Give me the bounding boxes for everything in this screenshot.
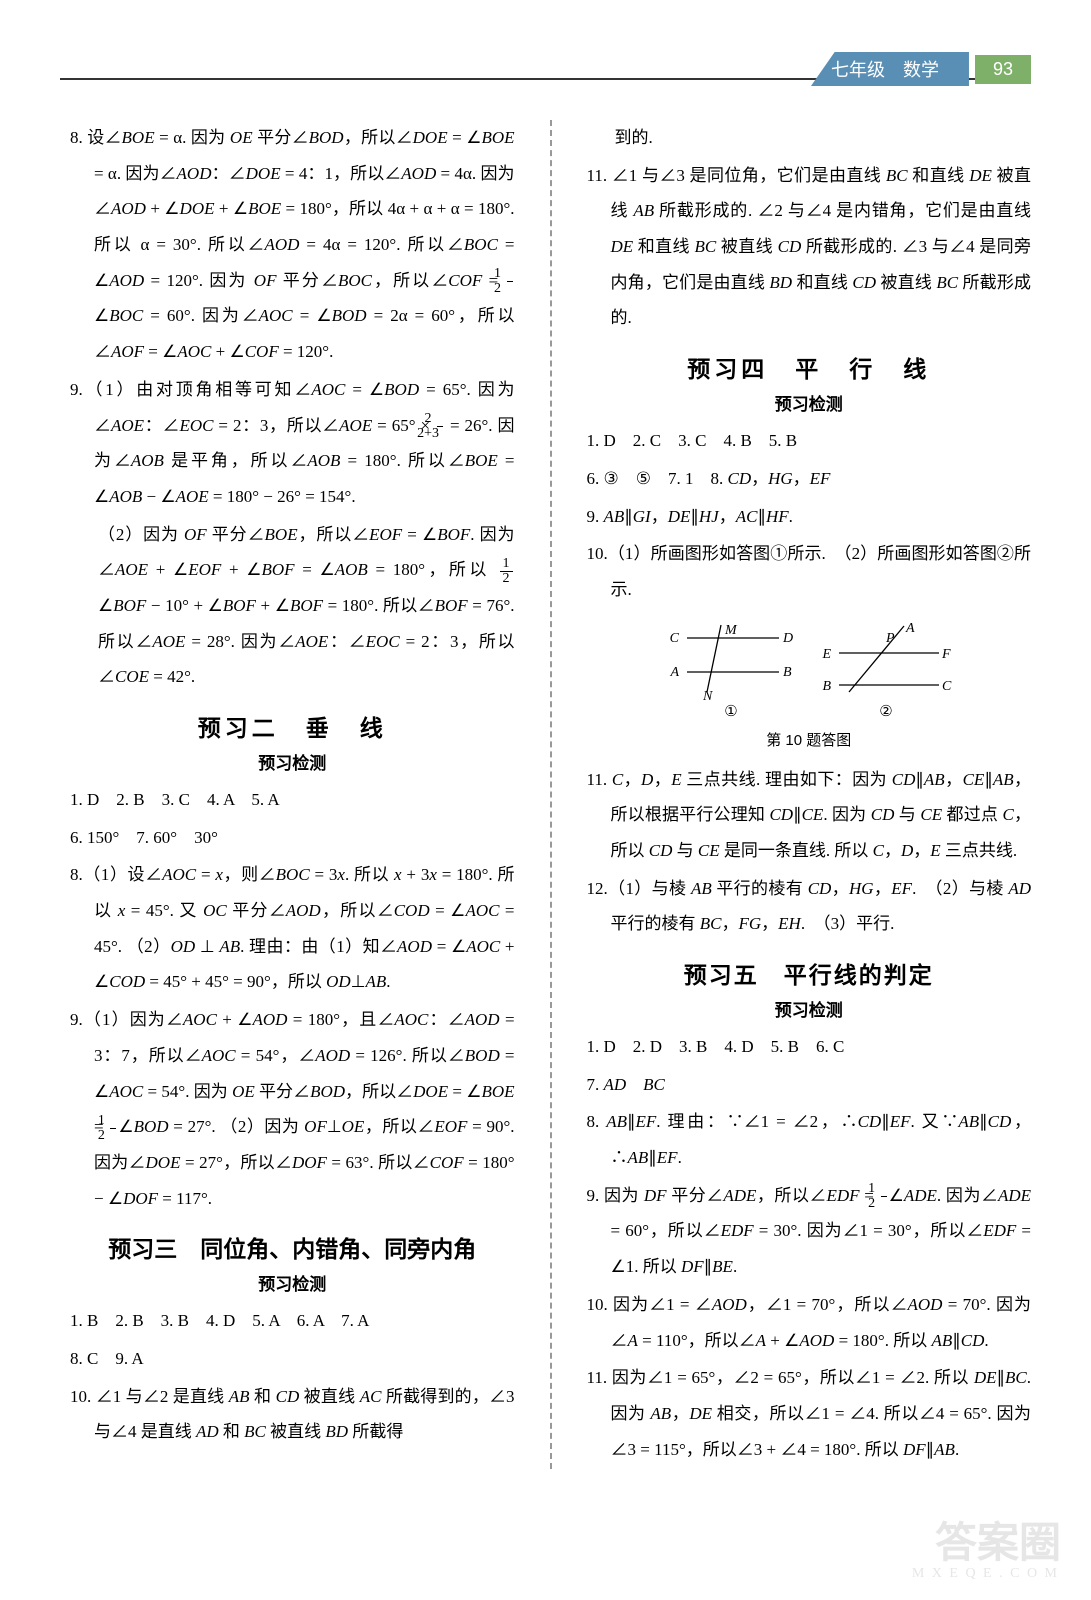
section-3-title: 预习三 同位角、内错角、同旁内角 xyxy=(70,1230,515,1264)
section-2-title: 预习二 垂 线 xyxy=(70,709,515,743)
column-divider xyxy=(550,120,552,1469)
frac-1-2d: 12 xyxy=(881,1182,887,1211)
sec5-q9: 9. 因为 DF 平分∠ADE，所以∠EDF = 12∠ADE. 因为∠ADE … xyxy=(587,1178,1032,1285)
fig1-label: ① xyxy=(724,704,737,720)
frac-1-2c: 12 xyxy=(110,1114,116,1143)
q9-1: 9.（1）由对顶角相等可知∠AOC = ∠BOD = 65°. 因为∠AOE：∠… xyxy=(70,372,515,515)
section-4-subtitle: 预习检测 xyxy=(587,390,1032,415)
sec3-row1: 1. B 2. B 3. B 4. D 5. A 6. A 7. A xyxy=(70,1303,515,1339)
section-2-subtitle: 预习检测 xyxy=(70,749,515,774)
q10-cont: 到的. xyxy=(587,120,1032,156)
main-content: 8. 设∠BOE = α. 因为 OE 平分∠BOD，所以∠DOE = ∠BOE… xyxy=(0,90,1091,1509)
watermark-main: 答案圈 xyxy=(935,1509,1061,1570)
frac-1-2: 12 xyxy=(507,267,513,296)
section-4-title: 预习四 平 行 线 xyxy=(587,350,1032,384)
frac-1-2b: 12 xyxy=(500,557,513,586)
page-header: 七年级 数学 93 xyxy=(0,0,1091,90)
sec2-q9: 9.（1）因为∠AOC + ∠AOD = 180°，且∠AOC：∠AOD = 3… xyxy=(70,1002,515,1216)
sec5-q9a: 9. 因为 DF 平分∠ADE，所以∠EDF = xyxy=(587,1186,879,1205)
frac-2-23: 22+3 xyxy=(437,412,443,441)
q9-2: （2）因为 OF 平分∠BOE，所以∠EOF = ∠BOF. 因为∠AOE + … xyxy=(70,517,515,695)
fig2-C: C xyxy=(942,679,952,694)
sec5-q11: 11. 因为∠1 = 65°，∠2 = 65°，所以∠1 = ∠2. 所以 DE… xyxy=(587,1360,1032,1467)
sec2-row2: 6. 150° 7. 60° 30° xyxy=(70,820,515,856)
sec3-q10: 10. ∠1 与∠2 是直线 AB 和 CD 被直线 AC 所截得到的，∠3 与… xyxy=(70,1379,515,1450)
q9-2b: ∠BOF − 10° + ∠BOF + ∠BOF = 180°. 所以∠BOF … xyxy=(98,596,515,686)
fig2-P: P xyxy=(885,631,895,646)
fig1-M: M xyxy=(724,623,738,638)
fig1-D: D xyxy=(782,631,793,646)
fig2-F: F xyxy=(941,647,951,662)
sec5-q10: 10. 因为∠1 = ∠AOD，∠1 = 70°，所以∠AOD = 70°. 因… xyxy=(587,1287,1032,1358)
left-column: 8. 设∠BOE = α. 因为 OE 平分∠BOD，所以∠DOE = ∠BOE… xyxy=(70,120,515,1469)
right-column: 到的. 11. ∠1 与∠3 是同位角，它们是由直线 BC 和直线 DE 被直线… xyxy=(587,120,1032,1469)
section-3-subtitle: 预习检测 xyxy=(70,1270,515,1295)
sec4-row2: 6. ③ ⑤ 7. 1 8. CD，HG，EF xyxy=(587,461,1032,497)
sec2-q9b: ∠BOD = 27°. （2）因为 OF⊥OE，所以∠EOF = 90°. 因为… xyxy=(94,1117,515,1207)
figure-caption: 第 10 题答图 xyxy=(587,729,1032,750)
fig2-A: A xyxy=(905,621,915,636)
q8: 8. 设∠BOE = α. 因为 OE 平分∠BOD，所以∠DOE = ∠BOE… xyxy=(70,120,515,370)
fig1-C: C xyxy=(669,631,679,646)
sec3-q11: 11. ∠1 与∠3 是同位角，它们是由直线 BC 和直线 DE 被直线 AB … xyxy=(587,158,1032,336)
page-number-tab: 93 xyxy=(975,55,1031,84)
grade-subject-tab: 七年级 数学 xyxy=(811,52,969,86)
q9-2a: （2）因为 OF 平分∠BOE，所以∠EOF = ∠BOF. 因为∠AOE + … xyxy=(98,525,515,580)
header-tab: 七年级 数学 93 xyxy=(811,52,1031,86)
sec5-row1: 1. D 2. D 3. B 4. D 5. B 6. C xyxy=(587,1029,1032,1065)
figure-container: C D A B M N ① E F B C A xyxy=(587,620,1032,750)
fig1-A: A xyxy=(669,665,679,680)
sec2-q8: 8.（1）设∠AOC = x，则∠BOC = 3x. 所以 x + 3x = 1… xyxy=(70,857,515,1000)
answer-figure: C D A B M N ① E F B C A xyxy=(649,620,969,720)
sec5-q8: 8. AB∥EF. 理由：∵∠1 = ∠2，∴CD∥EF. 又∵AB∥CD，∴A… xyxy=(587,1104,1032,1175)
fig2-B: B xyxy=(822,679,831,694)
watermark-sub: M X E Q E . C O M xyxy=(912,1566,1059,1582)
sec4-row1: 1. D 2. C 3. C 4. B 5. B xyxy=(587,423,1032,459)
q8-text-b: ∠BOC = 60°. 因为∠AOC = ∠BOD = 2α = 60°，所以∠… xyxy=(94,306,515,361)
fig1-N: N xyxy=(702,689,713,704)
sec3-row2: 8. C 9. A xyxy=(70,1341,515,1377)
q8-text-a: 8. 设∠BOE = α. 因为 OE 平分∠BOD，所以∠DOE = ∠BOE… xyxy=(70,128,515,290)
sec4-q11: 11. C，D，E 三点共线. 理由如下：因为 CD∥AB，CE∥AB，所以根据… xyxy=(587,762,1032,869)
sec4-row3: 9. AB∥GI，DE∥HJ，AC∥HF. xyxy=(587,499,1032,535)
figure-1: C D A B M N ① xyxy=(669,623,793,720)
fig2-label: ② xyxy=(879,704,892,720)
fig1-B: B xyxy=(783,665,792,680)
sec4-q10: 10.（1）所画图形如答图①所示. （2）所画图形如答图②所示. xyxy=(587,536,1032,607)
sec5-row2: 7. AD BC xyxy=(587,1067,1032,1103)
section-5-title: 预习五 平行线的判定 xyxy=(587,956,1032,990)
fig2-E: E xyxy=(821,647,831,662)
figure-2: E F B C A P ② xyxy=(821,621,952,720)
sec2-row1: 1. D 2. B 3. C 4. A 5. A xyxy=(70,782,515,818)
section-5-subtitle: 预习检测 xyxy=(587,996,1032,1021)
sec4-q12: 12.（1）与棱 AB 平行的棱有 CD，HG，EF. （2）与棱 AD 平行的… xyxy=(587,871,1032,942)
